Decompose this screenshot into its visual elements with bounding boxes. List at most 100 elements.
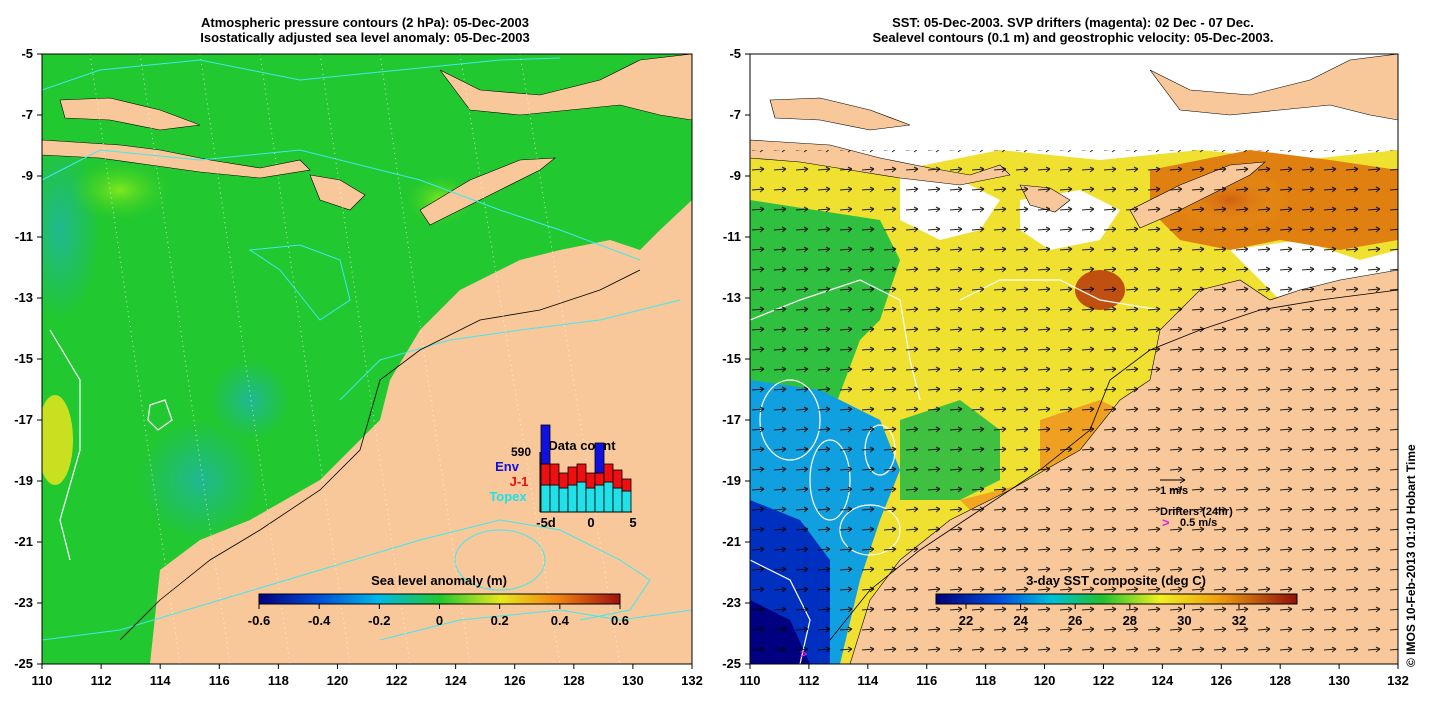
- data-count-legend-env: Env: [495, 459, 520, 474]
- data-count-total: 590: [511, 445, 531, 459]
- colorbar-tick-label: -0.2: [368, 613, 390, 628]
- data-count-bar-topex: [558, 487, 569, 513]
- data-count-bars: [540, 424, 632, 513]
- left-white-contour: [49, 329, 81, 561]
- x-tick-label: 110: [32, 673, 53, 688]
- colorbar-tick-label: 0.6: [611, 613, 629, 628]
- x-tick-label: 122: [1093, 673, 1115, 688]
- x-tick-label: 116: [209, 673, 230, 688]
- data-count-bar-j1: [594, 472, 605, 486]
- right-title-line2: Sealevel contours (0.1 m) and geostrophi…: [872, 30, 1274, 45]
- sla-low-center: [210, 360, 290, 440]
- colorbar-tick-label: 0.2: [491, 613, 509, 628]
- data-count-bar-env: [594, 442, 605, 474]
- y-tick-label: -9: [21, 168, 33, 183]
- sst-colorbar-label: 3-day SST composite (deg C): [1026, 573, 1206, 588]
- sst-colorbar-bar: [935, 593, 1298, 605]
- y-tick-label: -19: [722, 473, 741, 488]
- data-count-bar-topex: [594, 484, 605, 513]
- colorbar-tick-label: 24: [1013, 613, 1028, 628]
- data-count-bar-j1: [576, 463, 587, 483]
- right-bathymetry: [829, 289, 1398, 641]
- x-tick-label: 116: [916, 673, 937, 688]
- y-tick-label: -17: [14, 412, 33, 427]
- right-y-axis: -5 -7 -9 -11 -13 -15 -17 -19 -21 -23 -25: [722, 46, 750, 671]
- y-tick-label: -19: [14, 473, 33, 488]
- y-tick-label: -17: [722, 412, 741, 427]
- colorbar-tick-label: 28: [1123, 613, 1137, 628]
- data-count-bar-topex: [621, 490, 632, 513]
- left-white-loop: [147, 399, 173, 431]
- data-count-bar-topex: [612, 487, 623, 513]
- left-bathymetry: [119, 269, 641, 641]
- data-count-bar-topex: [576, 481, 587, 513]
- y-tick-label: -25: [722, 656, 741, 671]
- y-tick-label: -7: [729, 107, 741, 122]
- left-australia-land: [150, 200, 692, 664]
- left-y-axis: -5 -7 -9 -11 -13 -15 -17 -19 -21 -23 -25: [14, 46, 42, 671]
- sla-high-west: [42, 395, 73, 485]
- colorbar-tick-label: 0.4: [551, 613, 570, 628]
- right-sulawesi-south: [769, 97, 911, 131]
- data-count-legend-j1: J-1: [510, 474, 529, 489]
- sla-colorbar-ticks: -0.6 -0.4 -0.2 0 0.2 0.4 0.6: [248, 604, 629, 628]
- x-tick-label: 130: [622, 673, 644, 688]
- y-tick-label: -23: [14, 595, 33, 610]
- left-panel-title: Atmospheric pressure contours (2 hPa): 0…: [40, 15, 690, 45]
- y-tick-label: -5: [21, 46, 33, 61]
- x-tick-label: 132: [1387, 673, 1409, 688]
- data-count-xtick-0: -5d: [536, 515, 556, 530]
- data-count-xtick-2: 5: [629, 515, 636, 530]
- geostrophic-velocity-arrows: [750, 150, 1398, 664]
- x-tick-label: 132: [681, 673, 703, 688]
- left-java-bali-lombok: [42, 139, 311, 179]
- right-northern-islands: [1149, 54, 1398, 121]
- sla-high-north: [70, 160, 170, 220]
- left-title-line1: Atmospheric pressure contours (2 hPa): 0…: [201, 15, 529, 30]
- colorbar-tick-label: -0.6: [248, 613, 270, 628]
- x-tick-label: 118: [975, 673, 996, 688]
- data-count-bar-j1: [585, 472, 596, 489]
- left-x-axis: 110 112 114 116 118 120 122 124 126 128 130 132: [32, 664, 703, 688]
- left-sumba: [309, 174, 366, 211]
- left-sulawesi-south: [59, 97, 201, 131]
- data-count-bar-j1: [621, 478, 632, 492]
- y-tick-label: -13: [14, 290, 33, 305]
- x-tick-label: 130: [1328, 673, 1350, 688]
- data-count-bar-topex: [567, 484, 578, 513]
- right-panel-title: SST: 05-Dec-2003. SVP drifters (magenta)…: [748, 15, 1398, 45]
- y-tick-label: -11: [15, 229, 33, 244]
- x-tick-label: 122: [386, 673, 408, 688]
- y-tick-label: -11: [723, 229, 741, 244]
- velocity-legend: 1 m/s Drifters (24hr) > 0.5 m/s: [1160, 476, 1233, 530]
- x-tick-label: 124: [445, 673, 467, 688]
- x-tick-label: 110: [740, 673, 761, 688]
- colorbar-tick-label: 22: [959, 613, 973, 628]
- right-x-axis: 110 112 114 116 118 120 122 124 126 128 130 132: [740, 664, 1409, 688]
- data-count-bar-topex: [585, 487, 596, 513]
- left-contour-1: [42, 149, 641, 261]
- sst-colorbar-ticks: 22 24 26 28 30 32: [959, 604, 1246, 628]
- data-count-legend-topex: Topex: [489, 489, 527, 504]
- y-tick-label: -7: [21, 107, 33, 122]
- data-count-inset: Data count 590 Env J-1 Topex -5d 0 5: [489, 424, 637, 530]
- left-contour-2: [248, 244, 351, 321]
- y-tick-label: -25: [14, 656, 33, 671]
- velocity-scale-arrow: [1160, 476, 1186, 484]
- drifter-track: >: [800, 647, 807, 661]
- velocity-scale-label: 1 m/s: [1160, 485, 1188, 497]
- colorbar-tick-label: 0: [436, 613, 443, 628]
- x-tick-label: 114: [150, 673, 172, 688]
- data-count-bar-topex: [549, 484, 560, 513]
- sst-colorbar: 3-day SST composite (deg C) 22 24 26 28 30 32: [935, 573, 1298, 628]
- sla-colorbar-label: Sea level anomaly (m): [371, 573, 507, 588]
- colorbar-tick-label: 32: [1232, 613, 1246, 628]
- left-timor: [419, 157, 556, 226]
- y-tick-label: -15: [722, 351, 741, 366]
- x-tick-label: 128: [563, 673, 585, 688]
- colorbar-tick-label: 30: [1177, 613, 1191, 628]
- sla-low-south: [140, 420, 260, 540]
- data-count-bar-env: [540, 424, 551, 465]
- left-contour-3: [339, 299, 681, 401]
